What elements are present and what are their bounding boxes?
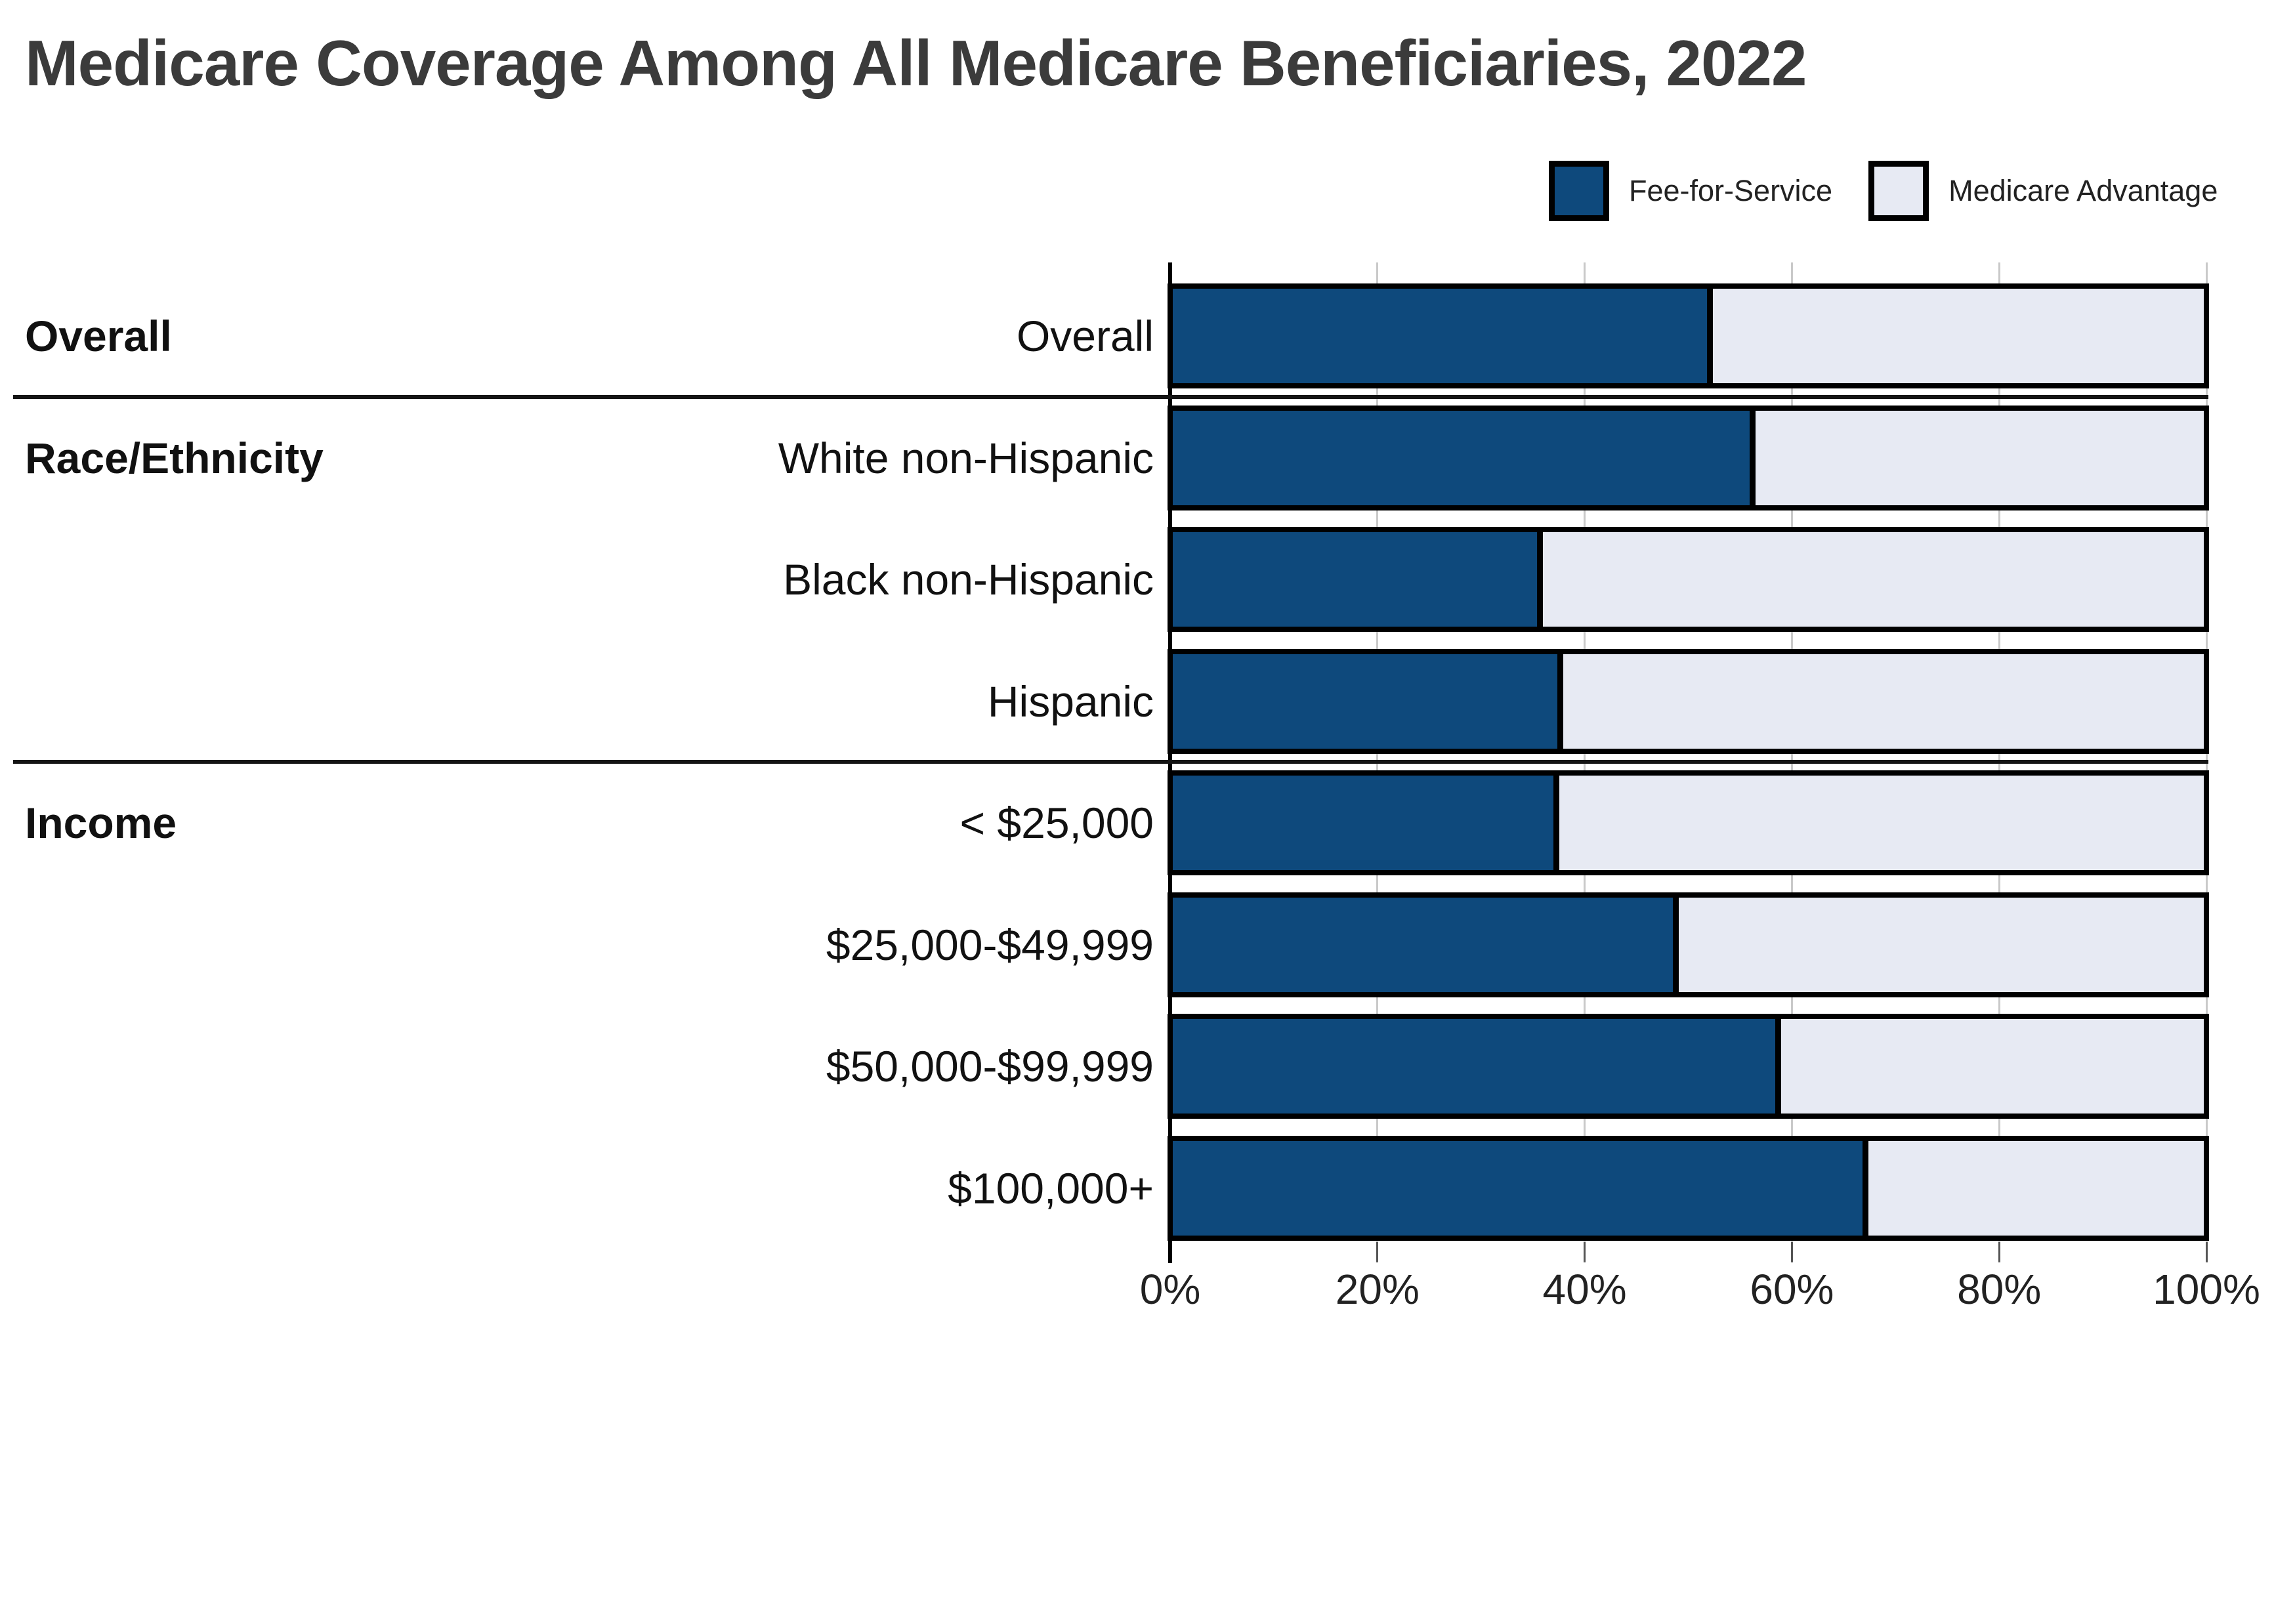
bar-segment-medicare-advantage[interactable] (1559, 776, 2204, 870)
bar-segment-fee-for-service[interactable] (1173, 776, 1560, 870)
bar-segment-medicare-advantage[interactable] (1563, 654, 2204, 749)
bar-row (1168, 1014, 2209, 1119)
bar-segment-medicare-advantage[interactable] (1755, 410, 2204, 505)
chart-title: Medicare Coverage Among All Medicare Ben… (25, 27, 1807, 99)
group-label: Income (25, 799, 177, 847)
fee-for-service-swatch-icon (1549, 161, 1609, 221)
bar-row (1168, 892, 2209, 997)
bar-row (1168, 283, 2209, 388)
legend-label-fee-for-service: Fee-for-Service (1629, 174, 1833, 207)
bar-segment-fee-for-service[interactable] (1173, 410, 1756, 505)
row-label: $50,000-$99,999 (826, 1042, 1154, 1091)
bar-segment-fee-for-service[interactable] (1173, 897, 1679, 992)
bar-row (1168, 405, 2209, 510)
legend: Fee-for-Service Medicare Advantage (1549, 161, 2218, 221)
x-axis-tick (1376, 1242, 1379, 1262)
group-separator-line (13, 760, 2208, 764)
legend-label-medicare-advantage: Medicare Advantage (1948, 174, 2218, 207)
group-separator-line (13, 394, 2208, 399)
bar-row (1168, 1135, 2209, 1241)
x-axis-tick (1790, 1242, 1793, 1262)
x-axis-tick-label: 20% (1335, 1266, 1420, 1313)
bar-segment-medicare-advantage[interactable] (1780, 1019, 2204, 1114)
row-label: < $25,000 (959, 799, 1154, 847)
row-label: Black non-Hispanic (783, 555, 1154, 604)
bar-segment-fee-for-service[interactable] (1173, 654, 1564, 749)
x-axis-tick (1998, 1242, 2000, 1262)
x-axis-tick (2205, 1242, 2208, 1262)
bar-segment-medicare-advantage[interactable] (1542, 532, 2204, 627)
row-label: Hispanic (987, 677, 1154, 726)
bar-row (1168, 527, 2209, 632)
x-axis-tick-label: 0% (1139, 1266, 1201, 1313)
group-label: Race/Ethnicity (25, 433, 324, 482)
x-axis-tick-label: 40% (1542, 1266, 1627, 1313)
bar-segment-fee-for-service[interactable] (1173, 289, 1714, 383)
bar-segment-fee-for-service[interactable] (1173, 1019, 1781, 1114)
legend-item-medicare-advantage: Medicare Advantage (1868, 161, 2218, 221)
row-label: Overall (1016, 312, 1154, 360)
bar-segment-fee-for-service[interactable] (1173, 532, 1543, 627)
row-label: $25,000-$49,999 (826, 920, 1154, 969)
bar-segment-medicare-advantage[interactable] (1679, 897, 2204, 992)
bar-segment-medicare-advantage[interactable] (1713, 289, 2204, 383)
x-axis-tick-label: 100% (2153, 1266, 2260, 1313)
bar-row (1168, 648, 2209, 754)
x-axis-tick-label: 60% (1750, 1266, 1834, 1313)
medicare-advantage-swatch-icon (1868, 161, 1929, 221)
bar-segment-fee-for-service[interactable] (1173, 1140, 1869, 1236)
x-axis-tick (1584, 1242, 1586, 1262)
row-label: White non-Hispanic (778, 433, 1154, 482)
row-label: $100,000+ (948, 1163, 1154, 1213)
x-axis-tick-label: 80% (1957, 1266, 2042, 1313)
bar-row (1168, 770, 2209, 875)
bar-segment-medicare-advantage[interactable] (1868, 1140, 2204, 1236)
group-label: Overall (25, 312, 172, 360)
legend-item-fee-for-service: Fee-for-Service (1549, 161, 1832, 221)
